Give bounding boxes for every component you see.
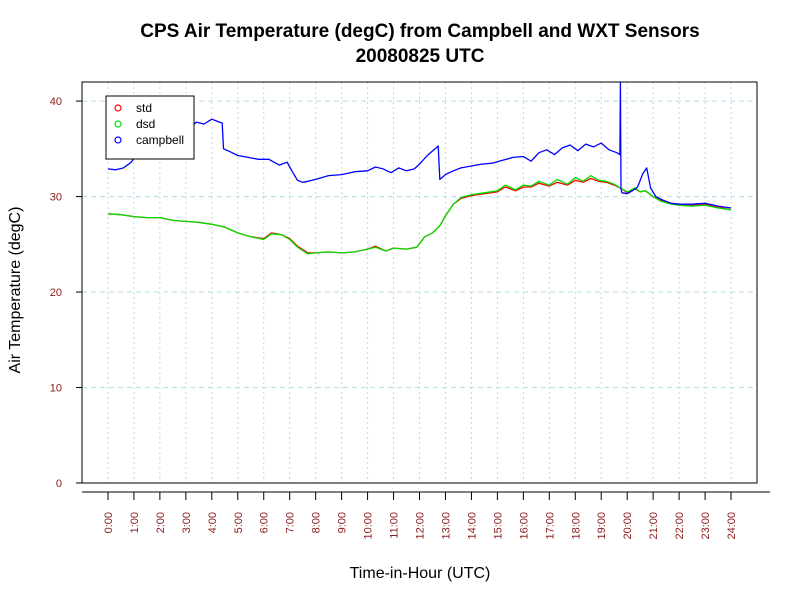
legend-label-campbell: campbell xyxy=(136,133,184,147)
x-tick-label: 8:00 xyxy=(311,512,323,533)
x-tick-label: 12:00 xyxy=(415,512,427,540)
x-axis-label: Time-in-Hour (UTC) xyxy=(350,565,491,582)
x-tick-label: 11:00 xyxy=(389,512,401,539)
x-tick-label: 21:00 xyxy=(648,512,660,540)
x-tick-label: 6:00 xyxy=(259,512,271,533)
y-tick-label: 20 xyxy=(50,287,62,299)
series-line-campbell xyxy=(107,81,732,209)
x-tick-label: 24:00 xyxy=(726,512,738,540)
x-tick-label: 5:00 xyxy=(233,512,245,533)
x-tick-label: 1:00 xyxy=(129,512,141,533)
x-tick-label: 16:00 xyxy=(518,512,530,540)
x-tick-label: 20:00 xyxy=(622,512,634,540)
series-line-dsd xyxy=(107,174,732,255)
x-tick-label: 18:00 xyxy=(570,512,582,540)
x-axis: 0:00 1:00 2:00 3:00 4:00 5:00 6:00 7:00 8:00 9:00… xyxy=(82,491,770,540)
x-tick-label: 4:00 xyxy=(207,512,219,533)
legend-marker-dsd xyxy=(114,120,122,128)
y-tick-label: 40 xyxy=(50,96,62,108)
chart-title: CPS Air Temperature (degC) from Campbell… xyxy=(140,21,700,42)
x-tick-label: 3:00 xyxy=(181,512,193,533)
chart-subtitle: 20080825 UTC xyxy=(356,46,485,67)
y-axis: 0 10 20 30 40 xyxy=(50,96,82,490)
plot-area-frame xyxy=(81,81,758,484)
legend-label-std: std xyxy=(136,101,152,115)
x-tick-label: 7:00 xyxy=(285,512,297,533)
x-tick-label: 9:00 xyxy=(337,512,349,533)
y-tick-label: 0 xyxy=(56,478,62,490)
x-tick-label: 2:00 xyxy=(155,512,167,533)
plot-series xyxy=(107,81,732,255)
x-tick-label: 15:00 xyxy=(492,512,504,540)
x-tick-label: 14:00 xyxy=(466,512,478,540)
y-tick-label: 30 xyxy=(50,192,62,204)
x-tick-label: 10:00 xyxy=(363,512,375,540)
x-tick-label: 19:00 xyxy=(596,512,608,540)
y-axis-label: Air Temperature (degC) xyxy=(7,207,24,374)
x-tick-label: 22:00 xyxy=(674,512,686,540)
x-tick-label: 0:00 xyxy=(103,512,115,533)
x-tick-label: 23:00 xyxy=(700,512,712,540)
x-tick-label: 17:00 xyxy=(544,512,556,540)
x-tick-label: 13:00 xyxy=(440,512,452,540)
legend-marker-std xyxy=(114,104,122,112)
legend-label-dsd: dsd xyxy=(136,117,155,131)
legend-marker-campbell xyxy=(114,136,122,144)
legend: std dsd campbell xyxy=(105,95,195,160)
y-tick-label: 10 xyxy=(50,383,62,395)
